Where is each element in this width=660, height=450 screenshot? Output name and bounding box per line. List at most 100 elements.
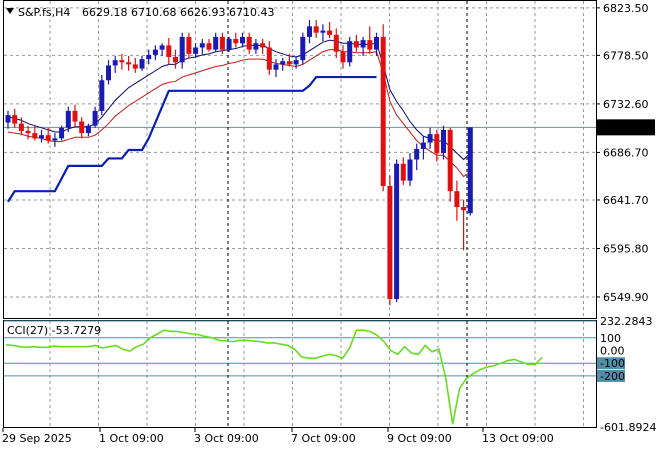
price-tick-label: 6595.80 [603, 242, 649, 255]
candle-body [360, 40, 366, 48]
candle-body [380, 36, 386, 186]
candle-body [146, 54, 152, 60]
time-tick-label: 13 Oct 09:00 [482, 432, 554, 445]
candle-body [320, 30, 326, 33]
candle-body [79, 121, 85, 134]
time-tick-label: 29 Sep 2025 [2, 432, 72, 445]
current-price-label: 6710.43 [601, 121, 647, 134]
price-tick-label: 6686.70 [603, 146, 649, 159]
candle-body [213, 36, 219, 50]
candle-body [387, 185, 393, 299]
candle-body [434, 134, 440, 154]
candle-body [65, 110, 71, 128]
candle-body [186, 36, 192, 54]
candle-body [260, 43, 266, 48]
time-tick-label: 1 Oct 09:00 [99, 432, 164, 445]
main-grid [4, 1, 596, 318]
price-tick-label: 6549.90 [603, 291, 649, 304]
candle-body [32, 133, 38, 139]
candle-body [126, 62, 132, 65]
trend-polyline [7, 75, 377, 203]
candle-body [367, 40, 373, 50]
price-tick-label: 6641.70 [603, 194, 649, 207]
price-tick-label: 6778.50 [603, 49, 649, 62]
candle-body [193, 47, 199, 54]
candle-body [333, 34, 339, 52]
candle-body [132, 64, 138, 69]
cci-panel-frame [3, 320, 597, 428]
candle-body [313, 26, 319, 33]
chart-header: S&P.fs,H4 6629.18 6710.68 6626.93 6710.4… [6, 6, 274, 19]
candle-body [119, 60, 125, 63]
candle-body [293, 60, 299, 65]
candle-body [447, 129, 453, 192]
candle-body [441, 129, 446, 154]
price-tick-label: 6823.50 [603, 2, 649, 15]
cci-tick-label: 232.2843 [600, 315, 653, 328]
candle-body [219, 36, 225, 50]
price-tick-label: 6732.60 [603, 98, 649, 111]
cci-tick-label: -601.8924 [600, 421, 656, 434]
cci-level-tag [597, 357, 625, 370]
cci-line [5, 329, 543, 425]
candle-body [179, 36, 185, 63]
moving-averages [7, 39, 471, 178]
ohlc-values: 6629.18 6710.68 6626.93 6710.43 [82, 6, 274, 19]
candle-body [420, 142, 426, 149]
candle-body [159, 45, 165, 50]
candles [5, 20, 473, 306]
candle-body [112, 60, 118, 66]
cci-label: CCI(27) -53.7279 [7, 324, 101, 337]
candle-body [300, 36, 306, 61]
candle-body [266, 47, 272, 70]
candle-body [233, 39, 239, 44]
cci-tick-label: -200 [600, 370, 625, 383]
candle-body [106, 65, 111, 81]
candle-body [25, 130, 31, 134]
candle-body [152, 49, 158, 55]
candle-body [139, 59, 145, 69]
cci-tick-label: -100 [600, 357, 625, 370]
candle-body [206, 43, 212, 50]
candle-body [173, 57, 178, 63]
candle-body [340, 51, 346, 63]
candle-body [427, 134, 433, 143]
current-price-tag [597, 119, 655, 136]
candle-body [39, 135, 44, 139]
candle-body [280, 61, 286, 65]
main-panel-frame [3, 0, 597, 319]
candle-body [467, 127, 473, 214]
candle-body [18, 123, 24, 131]
time-tick-label: 7 Oct 09:00 [291, 432, 356, 445]
candle-body [45, 135, 51, 141]
candle-body [461, 207, 467, 211]
candle-body [85, 125, 91, 134]
time-tick-label: 3 Oct 09:00 [194, 432, 259, 445]
candle-body [454, 191, 460, 208]
candle-body [286, 61, 292, 65]
symbol-label: S&P.fs,H4 [18, 6, 70, 19]
candle-body [59, 127, 65, 139]
candle-body [246, 36, 252, 50]
candle-body [92, 110, 98, 126]
candle-body [400, 163, 406, 181]
trend-line [7, 75, 377, 203]
dropdown-triangle-icon[interactable] [6, 8, 14, 14]
candle-body [407, 159, 413, 181]
ma-fast-line [7, 39, 471, 161]
candle-body [353, 41, 359, 48]
candle-body [374, 36, 379, 50]
candle-body [226, 39, 232, 50]
cci-level-tag [597, 369, 625, 382]
candle-body [273, 64, 279, 70]
candle-body [12, 115, 18, 124]
candle-body [52, 138, 58, 141]
time-axis: 29 Sep 2025 1 Oct 09:00 3 Oct 09:00 7 Oct 0… [2, 428, 554, 445]
cci-polyline [5, 329, 543, 425]
candle-body [327, 30, 333, 35]
cci-tick-label: 100 [600, 332, 621, 345]
candle-body [394, 163, 400, 299]
price-axis: 6823.50 6778.50 6732.60 6686.70 6641.70 6595.… [596, 2, 655, 304]
